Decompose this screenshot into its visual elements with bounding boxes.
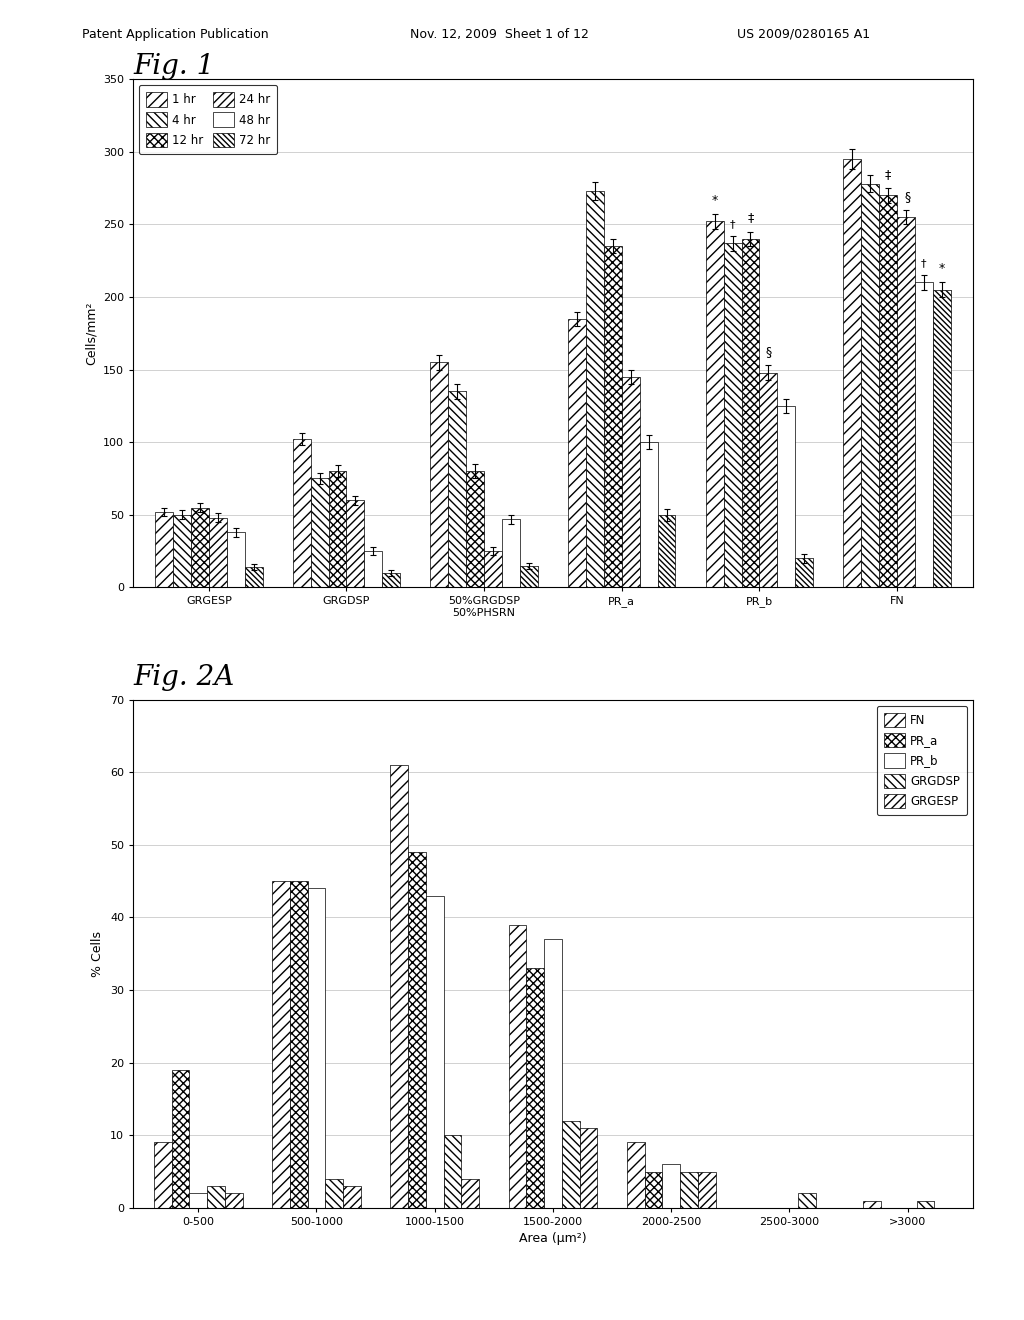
Bar [861,183,880,587]
Bar [915,282,933,587]
Bar [627,1142,645,1208]
Y-axis label: % Cells: % Cells [91,931,104,977]
Bar [640,442,657,587]
Text: §: § [904,190,910,202]
Bar [580,1127,597,1208]
Text: †: † [922,257,927,268]
Bar [724,243,741,587]
Bar [329,471,346,587]
Text: ‡: ‡ [748,211,754,224]
Bar [466,471,484,587]
Bar [844,158,861,587]
Bar [645,1172,663,1208]
Bar [156,512,173,587]
Bar [484,552,502,587]
Text: Fig. 2A: Fig. 2A [133,664,234,690]
Bar [509,924,526,1208]
Bar [154,1142,172,1208]
Bar [443,1135,461,1208]
Bar [663,1164,680,1208]
Text: †: † [730,219,735,228]
Bar [568,318,586,587]
Bar [604,246,622,587]
Bar [741,239,760,587]
Bar [461,1179,479,1208]
Text: *: * [712,194,718,207]
Bar [657,515,676,587]
Bar [390,764,409,1208]
Bar [430,362,449,587]
Text: Fig. 1: Fig. 1 [133,53,214,79]
Bar [310,479,329,587]
Bar [622,378,640,587]
Bar [449,391,466,587]
Bar [307,888,326,1208]
Bar [933,289,950,587]
Bar [272,882,290,1208]
Bar [225,1193,243,1208]
Bar [562,1121,580,1208]
Bar [209,517,226,587]
Text: §: § [765,345,771,358]
Bar [172,1069,189,1208]
Bar [680,1172,697,1208]
Bar [343,1185,360,1208]
Bar [190,507,209,587]
Legend: 1 hr, 4 hr, 12 hr, 24 hr, 48 hr, 72 hr: 1 hr, 4 hr, 12 hr, 24 hr, 48 hr, 72 hr [139,84,278,154]
Text: Patent Application Publication: Patent Application Publication [82,28,268,41]
Text: Nov. 12, 2009  Sheet 1 of 12: Nov. 12, 2009 Sheet 1 of 12 [410,28,589,41]
Bar [863,1201,881,1208]
Bar [245,568,262,587]
Text: US 2009/0280165 A1: US 2009/0280165 A1 [737,28,870,41]
Bar [520,565,538,587]
Bar [586,191,604,587]
Bar [207,1185,225,1208]
Bar [916,1201,934,1208]
Bar [697,1172,716,1208]
Bar [173,515,190,587]
Bar [880,195,897,587]
Bar [796,558,813,587]
Bar [502,519,520,587]
Bar [777,405,796,587]
Bar [706,222,724,587]
Bar [409,853,426,1208]
Bar [346,500,365,587]
Bar [426,895,443,1208]
Bar [382,573,400,587]
Bar [544,940,562,1208]
Bar [290,882,307,1208]
Legend: FN, PR_a, PR_b, GRGDSP, GRGESP: FN, PR_a, PR_b, GRGDSP, GRGESP [877,705,967,816]
Text: ‡: ‡ [885,168,891,181]
X-axis label: Area (μm²): Area (μm²) [519,1233,587,1245]
Bar [799,1193,816,1208]
Bar [365,552,382,587]
Bar [226,532,245,587]
Bar [326,1179,343,1208]
Bar [189,1193,207,1208]
Bar [293,440,310,587]
Bar [760,372,777,587]
Text: *: * [939,263,945,275]
Bar [526,969,544,1208]
Bar [897,216,915,587]
Y-axis label: Cells/mm²: Cells/mm² [84,301,97,366]
